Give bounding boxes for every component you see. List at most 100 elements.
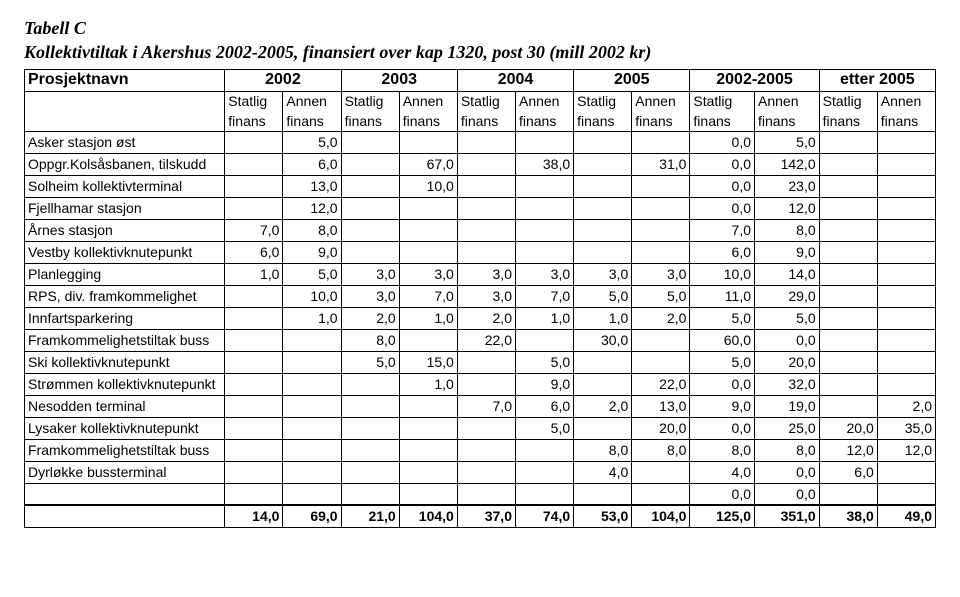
value-cell: 9,0 bbox=[283, 241, 341, 263]
row-name: Nesodden terminal bbox=[25, 395, 225, 417]
data-table: Prosjektnavn 2002 2003 2004 2005 2002-20… bbox=[24, 69, 936, 528]
table-row: Planlegging1,05,03,03,03,03,03,03,010,01… bbox=[25, 263, 936, 285]
value-cell: 12,0 bbox=[877, 439, 935, 461]
value-cell bbox=[819, 197, 877, 219]
value-cell: 20,0 bbox=[819, 417, 877, 439]
value-cell: 31,0 bbox=[632, 153, 690, 175]
row-name: Innfartsparkering bbox=[25, 307, 225, 329]
value-cell: 7,0 bbox=[690, 219, 755, 241]
value-cell: 49,0 bbox=[877, 505, 935, 527]
value-cell bbox=[457, 175, 515, 197]
value-cell bbox=[457, 351, 515, 373]
value-cell bbox=[457, 131, 515, 153]
table-row: RPS, div. framkommelighet10,03,07,03,07,… bbox=[25, 285, 936, 307]
value-cell: 22,0 bbox=[632, 373, 690, 395]
value-cell: 0,0 bbox=[690, 197, 755, 219]
row-name: Framkommelighetstiltak buss bbox=[25, 329, 225, 351]
value-cell: 25,0 bbox=[755, 417, 820, 439]
value-cell bbox=[632, 351, 690, 373]
value-cell bbox=[877, 351, 935, 373]
value-cell: 20,0 bbox=[755, 351, 820, 373]
value-cell bbox=[515, 219, 573, 241]
value-cell: 10,0 bbox=[690, 263, 755, 285]
value-cell: 5,0 bbox=[515, 417, 573, 439]
table-row: Ski kollektivknutepunkt5,015,05,05,020,0 bbox=[25, 351, 936, 373]
value-cell: 5,0 bbox=[574, 285, 632, 307]
value-cell: 37,0 bbox=[457, 505, 515, 527]
table-row: Asker stasjon øst5,00,05,0 bbox=[25, 131, 936, 153]
value-cell: 14,0 bbox=[755, 263, 820, 285]
table-row: Vestby kollektivknutepunkt6,09,06,09,0 bbox=[25, 241, 936, 263]
table-caption: Tabell C Kollektivtiltak i Akershus 2002… bbox=[24, 16, 936, 65]
value-cell: 8,0 bbox=[755, 439, 820, 461]
value-cell bbox=[399, 483, 457, 505]
value-cell bbox=[515, 241, 573, 263]
value-cell: 2,0 bbox=[632, 307, 690, 329]
value-cell bbox=[283, 417, 341, 439]
value-cell bbox=[819, 395, 877, 417]
value-cell: 5,0 bbox=[341, 351, 399, 373]
value-cell bbox=[457, 439, 515, 461]
value-cell bbox=[283, 439, 341, 461]
value-cell: 13,0 bbox=[632, 395, 690, 417]
value-cell: 1,0 bbox=[515, 307, 573, 329]
value-cell bbox=[283, 483, 341, 505]
value-cell bbox=[819, 241, 877, 263]
value-cell: 5,0 bbox=[755, 131, 820, 153]
value-cell bbox=[574, 219, 632, 241]
value-cell: 3,0 bbox=[341, 285, 399, 307]
value-cell bbox=[877, 483, 935, 505]
value-cell bbox=[457, 373, 515, 395]
value-cell: 142,0 bbox=[755, 153, 820, 175]
value-cell: 15,0 bbox=[399, 351, 457, 373]
value-cell: 0,0 bbox=[755, 329, 820, 351]
value-cell bbox=[819, 373, 877, 395]
value-cell: 2,0 bbox=[877, 395, 935, 417]
value-cell bbox=[225, 373, 283, 395]
value-cell bbox=[632, 131, 690, 153]
value-cell bbox=[877, 263, 935, 285]
value-cell: 21,0 bbox=[341, 505, 399, 527]
value-cell: 5,0 bbox=[283, 263, 341, 285]
value-cell bbox=[515, 439, 573, 461]
col-etter-2005: etter 2005 bbox=[819, 69, 935, 91]
value-cell: 8,0 bbox=[574, 439, 632, 461]
value-cell bbox=[341, 153, 399, 175]
value-cell: 6,0 bbox=[515, 395, 573, 417]
value-cell: 23,0 bbox=[755, 175, 820, 197]
value-cell: 1,0 bbox=[574, 307, 632, 329]
sub-finans: finans bbox=[225, 111, 283, 131]
value-cell bbox=[819, 307, 877, 329]
value-cell bbox=[399, 461, 457, 483]
value-cell: 2,0 bbox=[574, 395, 632, 417]
col-2005: 2005 bbox=[574, 69, 690, 91]
table-row: Framkommelighetstiltak buss8,022,030,060… bbox=[25, 329, 936, 351]
row-name: Solheim kollektivterminal bbox=[25, 175, 225, 197]
row-name: Vestby kollektivknutepunkt bbox=[25, 241, 225, 263]
value-cell: 35,0 bbox=[877, 417, 935, 439]
value-cell bbox=[399, 395, 457, 417]
value-cell bbox=[632, 197, 690, 219]
value-cell: 5,0 bbox=[755, 307, 820, 329]
row-name: RPS, div. framkommelighet bbox=[25, 285, 225, 307]
value-cell: 3,0 bbox=[632, 263, 690, 285]
value-cell bbox=[819, 175, 877, 197]
row-name bbox=[25, 483, 225, 505]
value-cell: 5,0 bbox=[515, 351, 573, 373]
value-cell: 7,0 bbox=[399, 285, 457, 307]
value-cell: 5,0 bbox=[690, 307, 755, 329]
value-cell: 67,0 bbox=[399, 153, 457, 175]
value-cell: 3,0 bbox=[457, 285, 515, 307]
value-cell bbox=[632, 219, 690, 241]
row-name: Ski kollektivknutepunkt bbox=[25, 351, 225, 373]
caption-line-1: Tabell C bbox=[24, 18, 86, 38]
value-cell: 4,0 bbox=[574, 461, 632, 483]
table-row: Dyrløkke bussterminal4,04,00,06,0 bbox=[25, 461, 936, 483]
sub-statlig: Statlig bbox=[225, 91, 283, 111]
value-cell bbox=[819, 153, 877, 175]
value-cell bbox=[225, 439, 283, 461]
value-cell: 8,0 bbox=[690, 439, 755, 461]
value-cell: 22,0 bbox=[457, 329, 515, 351]
value-cell bbox=[457, 417, 515, 439]
value-cell bbox=[574, 483, 632, 505]
